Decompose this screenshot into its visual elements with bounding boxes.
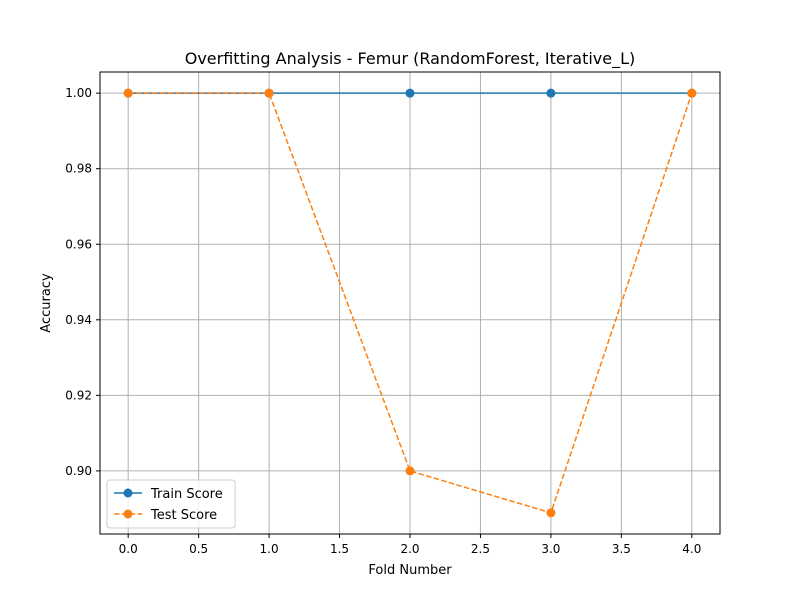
y-axis-ticks: 0.90 0.92 0.94 0.96 0.98 1.00 [65, 86, 100, 478]
legend-train-score-label: Train Score [150, 487, 223, 502]
train-score-point [405, 88, 415, 98]
test-score-point [123, 88, 133, 98]
legend-test-score-marker [123, 509, 133, 519]
x-axis-label: Fold Number [368, 563, 452, 578]
legend: Train Score Test Score [106, 479, 236, 529]
x-tick-label: 0.5 [189, 542, 208, 556]
y-tick-label: 0.98 [65, 162, 92, 176]
test-score-line [128, 92, 693, 514]
series-layer [123, 88, 697, 518]
legend-box [106, 479, 236, 529]
train-score-point [546, 88, 556, 98]
y-tick-label: 0.90 [65, 464, 92, 478]
x-tick-label: 2.5 [471, 542, 490, 556]
test-score-point [546, 508, 556, 518]
x-tick-label: 4.0 [682, 542, 701, 556]
y-tick-label: 0.94 [65, 313, 92, 327]
x-tick-label: 3.0 [541, 542, 560, 556]
y-tick-label: 0.92 [65, 388, 92, 402]
x-tick-label: 1.0 [260, 542, 279, 556]
x-tick-label: 2.0 [400, 542, 419, 556]
x-axis-ticks: 0.0 0.5 1.0 1.5 2.0 2.5 3.0 3.5 4.0 [119, 534, 701, 556]
chart-title: Overfitting Analysis - Femur (RandomFore… [185, 49, 636, 69]
x-tick-label: 0.0 [119, 542, 138, 556]
test-score-point [687, 88, 697, 98]
legend-train-score-marker [123, 488, 133, 498]
y-tick-label: 1.00 [65, 86, 92, 100]
legend-test-score-label: Test Score [150, 508, 217, 523]
test-score-point [405, 466, 415, 476]
y-axis-label: Accuracy [39, 273, 54, 333]
test-score-point [264, 88, 274, 98]
x-tick-label: 1.5 [330, 542, 349, 556]
y-tick-label: 0.96 [65, 237, 92, 251]
x-tick-label: 3.5 [612, 542, 631, 556]
